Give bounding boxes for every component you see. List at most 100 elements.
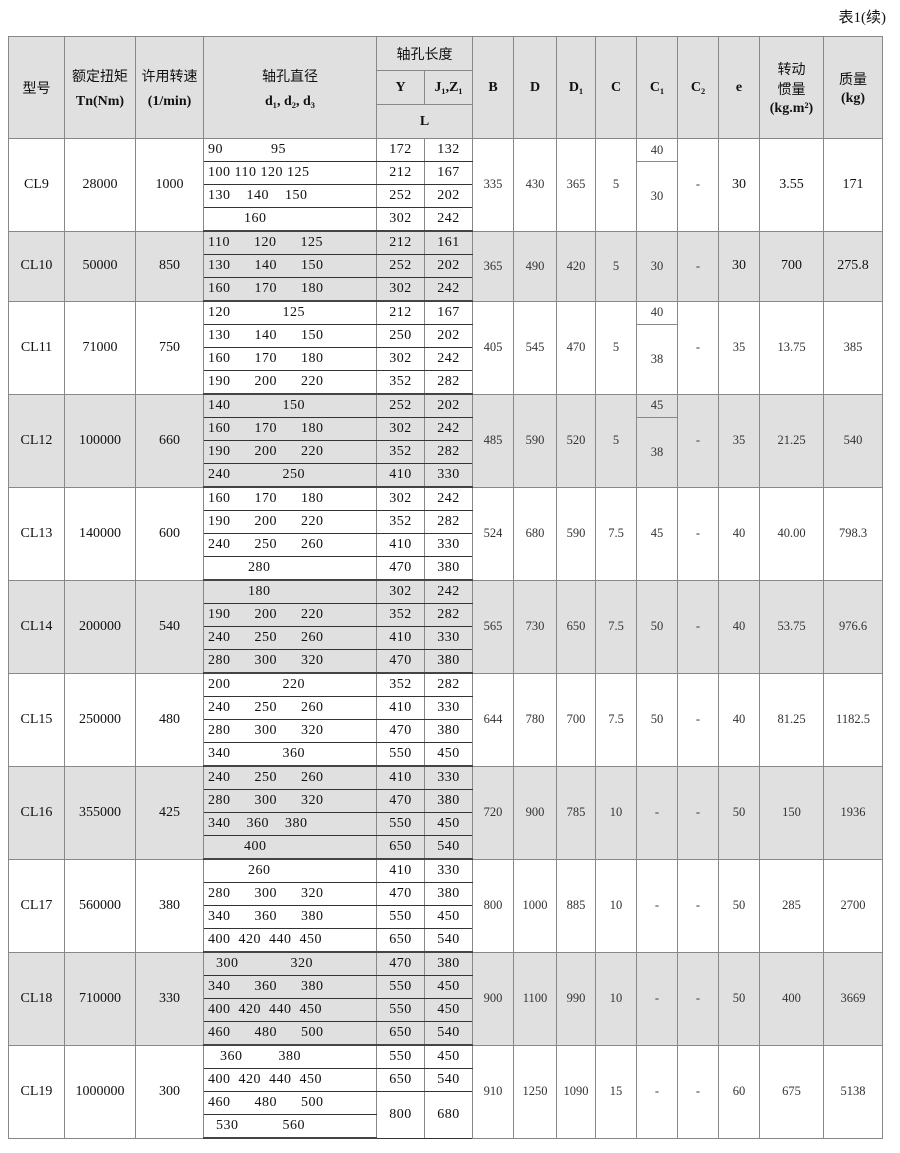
length-Y-cell: 410 (376, 858, 425, 883)
e-cell: 30 (718, 138, 760, 232)
table-row: 240 250 260 410 330 (9, 626, 883, 650)
length-J-cell: 540 (424, 835, 473, 860)
length-Y-cell: 650 (376, 835, 425, 860)
table-row: 130 140 150 252 202 (9, 254, 883, 278)
header-Y: Y (376, 70, 425, 105)
C1-cell: 38 (636, 324, 678, 395)
D1-cell: 700 (556, 672, 596, 767)
D-cell: 590 (513, 393, 557, 488)
length-J-cell: 330 (424, 626, 473, 650)
length-J-cell: 380 (424, 882, 473, 906)
bore-cell: 240 250 260 (203, 533, 377, 557)
speed-cell: 850 (135, 230, 204, 302)
D-cell: 490 (513, 230, 557, 302)
length-J-cell: 450 (424, 812, 473, 836)
length-J-cell: 282 (424, 440, 473, 464)
length-J-cell: 380 (424, 649, 473, 674)
length-J-cell: 380 (424, 719, 473, 743)
D-cell: 780 (513, 672, 557, 767)
length-Y-cell: 470 (376, 556, 425, 581)
D1-cell: 1090 (556, 1044, 596, 1139)
table-row: 340 360 550 450 (9, 742, 883, 767)
C-cell: 7.5 (595, 579, 637, 674)
C1-cell: 45 (636, 393, 678, 418)
header-J1Z1: J₁,Z₁ (424, 70, 473, 105)
header-inertia-label: 转动惯量 (777, 62, 806, 98)
mass-cell: 1936 (823, 765, 883, 860)
bore-cell: 240 250 260 (203, 626, 377, 650)
bore-cell: 340 360 (203, 742, 377, 767)
table-row: 340 360 380 550 450 (9, 812, 883, 836)
model-cell: CL19 (8, 1044, 65, 1139)
B-cell: 910 (472, 1044, 514, 1139)
bore-cell: 160 170 180 (203, 277, 377, 302)
D-cell: 1000 (513, 858, 557, 953)
header-bore: 轴孔直径 d₁, d₂, d₃ (203, 36, 377, 139)
inertia-cell: 81.25 (759, 672, 824, 767)
C2-cell: - (677, 1044, 719, 1139)
torque-cell: 71000 (64, 300, 136, 395)
e-cell: 40 (718, 486, 760, 581)
length-J-cell: 450 (424, 742, 473, 767)
table-row: CL13 140000 600 160 170 180 302 242 524 680 590 7… (8, 486, 883, 581)
model-cell: CL10 (8, 230, 65, 302)
speed-cell: 600 (135, 486, 204, 581)
header-C2: C₂ (677, 36, 719, 139)
header-L: L (376, 104, 473, 139)
B-cell: 365 (472, 230, 514, 302)
e-cell: 50 (718, 765, 760, 860)
length-Y-cell: 410 (376, 696, 425, 720)
D1-cell: 885 (556, 858, 596, 953)
length-J-cell: 450 (424, 998, 473, 1022)
length-J-cell: 282 (424, 370, 473, 395)
C1-cell: 40 (636, 138, 678, 162)
torque-cell: 250000 (64, 672, 136, 767)
length-J-cell: 161 (424, 230, 473, 255)
C2-cell: - (677, 672, 719, 767)
table-row: 240 250 410 330 (9, 463, 883, 488)
bore-cell: 340 360 380 (203, 975, 377, 999)
B-cell: 485 (472, 393, 514, 488)
table-row: 460 480 500 650 540 (9, 1021, 883, 1046)
table-row: CL17 560000 380 260 410 330 800 1000 885 10- -50 2… (8, 858, 883, 953)
header-model: 型号 (8, 36, 65, 139)
D-cell: 900 (513, 765, 557, 860)
length-J-cell: 540 (424, 928, 473, 953)
length-Y-cell: 550 (376, 812, 425, 836)
speed-cell: 540 (135, 579, 204, 674)
bore-cell: 160 (203, 207, 377, 232)
C2-cell: - (677, 230, 719, 302)
C-cell: 5 (595, 230, 637, 302)
length-J-cell: 242 (424, 579, 473, 604)
length-Y-cell: 352 (376, 672, 425, 697)
inertia-cell: 285 (759, 858, 824, 953)
torque-cell: 50000 (64, 230, 136, 302)
header-C: C (595, 36, 637, 139)
bore-cell: 240 250 (203, 463, 377, 488)
bore-cell: 260 (203, 858, 377, 883)
length-J-cell: 450 (424, 905, 473, 929)
bore-cell: 130 140 150 (203, 184, 377, 208)
e-cell: 35 (718, 300, 760, 395)
table-row: 400 420 440 450 650 540 (9, 1068, 883, 1092)
length-J-cell: 330 (424, 696, 473, 720)
torque-cell: 100000 (64, 393, 136, 488)
e-cell: 50 (718, 951, 760, 1046)
length-J-cell: 242 (424, 486, 473, 511)
length-Y-cell: 352 (376, 370, 425, 395)
mass-cell: 275.8 (823, 230, 883, 302)
bore-cell: 130 140 150 (203, 324, 377, 348)
length-J-cell: 167 (424, 300, 473, 325)
C2-cell: - (677, 579, 719, 674)
C1-cell: - (636, 1044, 678, 1139)
length-Y-cell: 650 (376, 1021, 425, 1046)
length-Y-cell: 172 (376, 138, 425, 162)
bore-cell: 200 220 (203, 672, 377, 697)
length-J-cell: 202 (424, 324, 473, 348)
D1-cell: 420 (556, 230, 596, 302)
length-Y-cell: 470 (376, 649, 425, 674)
length-Y-cell: 800 (376, 1091, 425, 1139)
bore-cell: 100 110 120 125 (203, 161, 377, 185)
bore-cell: 90 95 (203, 138, 377, 162)
table-row: 190 200 220 352 282 (9, 370, 883, 395)
